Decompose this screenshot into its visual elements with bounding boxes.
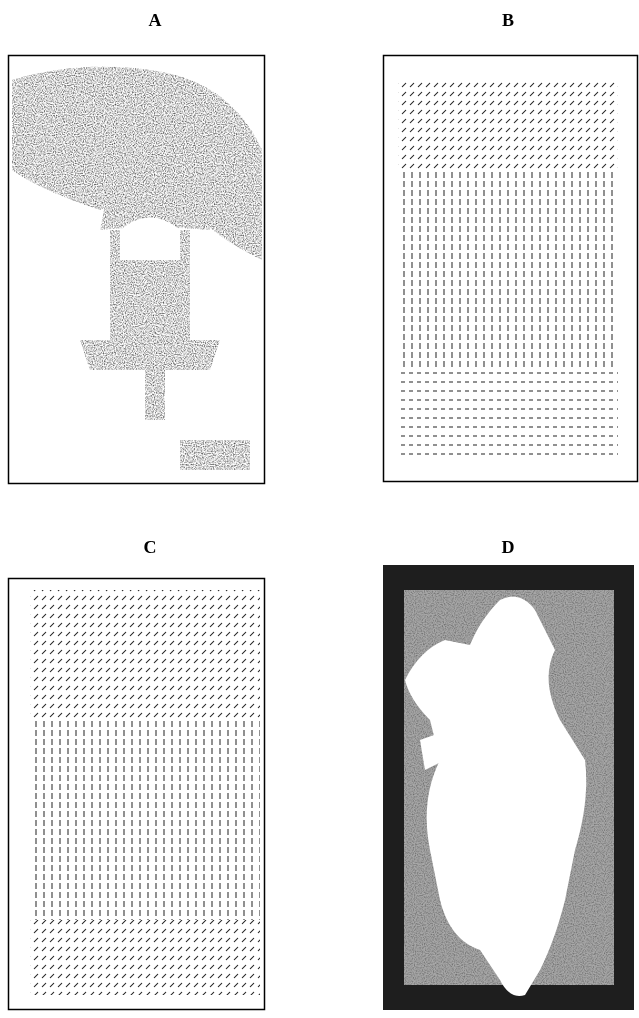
panel-a: [9, 56, 265, 484]
panel-d: [383, 565, 634, 1010]
figure: A B C D: [0, 0, 639, 1013]
panel-b: [384, 56, 638, 482]
panel-label: B: [502, 10, 514, 30]
panel-c: [9, 579, 265, 1010]
panel-label: A: [149, 10, 162, 30]
panel-label: D: [502, 537, 515, 557]
panel-label: C: [144, 537, 157, 557]
